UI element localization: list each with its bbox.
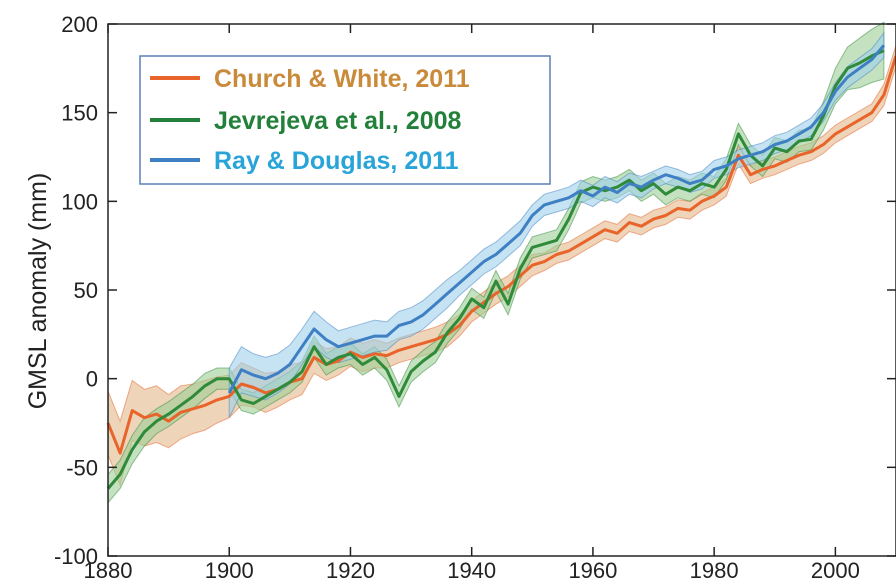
series-line-ray-douglas xyxy=(227,44,886,394)
legend: Church & White, 2011 Jevrejeva et al., 2… xyxy=(139,55,551,185)
y-tick-label: 150 xyxy=(61,101,98,126)
x-tick-label: 2000 xyxy=(811,558,860,581)
x-tick-label: 1880 xyxy=(84,558,133,581)
y-tick-label: 100 xyxy=(61,189,98,214)
legend-label-jevrejeva: Jevrejeva et al., 2008 xyxy=(214,107,462,135)
y-tick-label: 200 xyxy=(61,12,98,37)
x-tick-label: 1940 xyxy=(447,558,496,581)
x-tick-label: 1920 xyxy=(326,558,375,581)
series-line-jevrejeva xyxy=(106,49,885,490)
uncertainty-band-ray-douglas xyxy=(228,31,885,418)
y-tick-label: -50 xyxy=(66,455,98,480)
legend-label-church-white: Church & White, 2011 xyxy=(214,65,470,93)
y-tick-label: 0 xyxy=(86,367,98,392)
y-axis-label: GMSL anomaly (mm) xyxy=(24,173,52,410)
y-tick-label: 50 xyxy=(74,278,98,303)
x-tick-label: 1900 xyxy=(205,558,254,581)
y-tick-label: -100 xyxy=(54,544,98,569)
legend-box xyxy=(139,55,551,185)
x-tick-label: 1980 xyxy=(690,558,739,581)
legend-label-ray-douglas: Ray & Douglas, 2011 xyxy=(214,147,459,175)
x-tick-label: 1960 xyxy=(568,558,617,581)
